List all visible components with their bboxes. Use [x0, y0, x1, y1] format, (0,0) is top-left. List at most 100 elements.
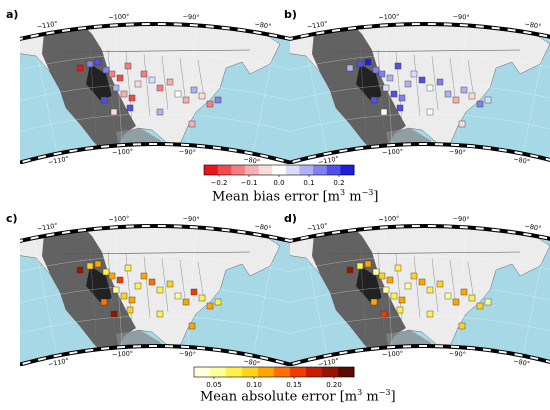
- station-marker: [356, 262, 364, 270]
- map-frame: [290, 22, 550, 164]
- parallel: [20, 285, 290, 345]
- parallel: [20, 53, 290, 116]
- frame-dash-bottom: [290, 345, 550, 366]
- state-border: [449, 259, 457, 307]
- station-marker: [382, 84, 390, 92]
- map-panel-d: −130°−120°−110°−100°−90°−80°−70°−60°−120…: [290, 214, 550, 366]
- station-marker: [386, 74, 394, 82]
- station-marker: [370, 96, 378, 104]
- station-marker: [386, 276, 394, 284]
- colorbar-swatch: [306, 367, 323, 377]
- station-marker: [190, 288, 198, 296]
- state-border: [413, 53, 421, 117]
- station-marker: [94, 58, 102, 66]
- station-marker: [148, 278, 156, 286]
- station-marker: [426, 286, 434, 294]
- colorbar-swatch: [231, 165, 246, 175]
- station-marker: [380, 108, 388, 116]
- colorbar-swatch: [338, 367, 355, 377]
- colorbar-mae: 0.05 0.10 0.15 0.20: [193, 366, 355, 389]
- colorbar-swatch: [274, 367, 291, 377]
- lon-label-bottom: −90°: [449, 350, 466, 359]
- station-marker: [370, 298, 378, 306]
- station-marker: [364, 260, 372, 268]
- station-marker: [394, 264, 402, 272]
- colorbar-swatch: [204, 165, 219, 175]
- station-marker: [346, 266, 354, 274]
- station-marker: [102, 66, 110, 74]
- station-marker: [404, 80, 412, 88]
- state-border: [197, 59, 205, 99]
- station-marker: [110, 108, 118, 116]
- station-marker: [116, 74, 124, 82]
- station-marker: [156, 84, 164, 92]
- parallel: [290, 315, 550, 366]
- map-content: [290, 24, 550, 164]
- state-border: [467, 261, 475, 301]
- station-marker: [378, 70, 386, 78]
- colorbar-swatch: [326, 165, 341, 175]
- lon-label-bottom: −100°: [382, 349, 404, 358]
- station-marker: [380, 310, 388, 318]
- station-marker: [468, 294, 476, 302]
- frame-dash-bottom: [20, 345, 290, 366]
- station-marker: [120, 292, 128, 300]
- state-border: [179, 57, 187, 105]
- colorbar-tick-label: 0.1: [303, 179, 314, 187]
- station-marker: [426, 108, 434, 116]
- station-marker: [378, 272, 386, 280]
- lon-label-bottom: −90°: [449, 148, 466, 157]
- parallel: [20, 255, 290, 318]
- map-panel-b: −130°−120°−110°−100°−90°−80°−70°−60°−120…: [290, 12, 550, 164]
- panel-label-b: b): [284, 8, 297, 21]
- station-marker: [126, 104, 134, 112]
- lon-label-bottom: −110°: [47, 155, 69, 164]
- station-marker: [174, 90, 182, 98]
- terrain-west: [312, 24, 406, 154]
- map-panel-c: −130°−120°−110°−100°−90°−80°−70°−60°−120…: [20, 214, 290, 366]
- national-border: [329, 49, 521, 53]
- colorbar-tick-label: 0.15: [286, 381, 302, 389]
- station-marker: [394, 62, 402, 70]
- colorbar-swatch: [217, 165, 232, 175]
- station-marker: [112, 286, 120, 294]
- station-marker: [396, 104, 404, 112]
- station-marker: [410, 272, 418, 280]
- colorbar-swatch: [244, 165, 260, 175]
- lon-label-bottom: −110°: [317, 357, 339, 366]
- colorbar-bias-title: Mean bias error [m3 m−3]: [212, 188, 379, 205]
- parallel: [290, 255, 550, 318]
- station-marker: [436, 280, 444, 288]
- station-marker: [102, 268, 110, 276]
- station-marker: [458, 322, 466, 330]
- station-marker: [166, 78, 174, 86]
- station-marker: [426, 310, 434, 318]
- station-marker: [156, 108, 164, 116]
- station-marker: [214, 96, 222, 104]
- station-marker: [116, 276, 124, 284]
- station-marker: [410, 70, 418, 78]
- parallel: [290, 53, 550, 116]
- station-marker: [110, 310, 118, 318]
- station-marker: [390, 292, 398, 300]
- station-marker: [100, 298, 108, 306]
- station-marker: [436, 78, 444, 86]
- station-marker: [356, 60, 364, 68]
- lon-label-top: −90°: [182, 13, 199, 22]
- colorbar-tick-label: 0.05: [206, 381, 222, 389]
- lon-label-bottom: −80°: [512, 155, 530, 164]
- station-marker: [76, 266, 84, 274]
- lon-label-top: −100°: [108, 214, 130, 223]
- national-border: [59, 251, 251, 255]
- state-border: [449, 57, 457, 105]
- lon-label-top: −110°: [36, 20, 58, 32]
- station-marker: [76, 64, 84, 72]
- colorbar-swatch: [242, 367, 259, 377]
- terrain-west: [312, 226, 406, 356]
- state-border: [143, 255, 151, 319]
- station-marker: [468, 92, 476, 100]
- lon-label-bottom: −80°: [242, 357, 260, 366]
- station-marker: [396, 306, 404, 314]
- lon-label-top: −90°: [452, 13, 469, 22]
- colorbar-tick-label: 0.2: [333, 179, 344, 187]
